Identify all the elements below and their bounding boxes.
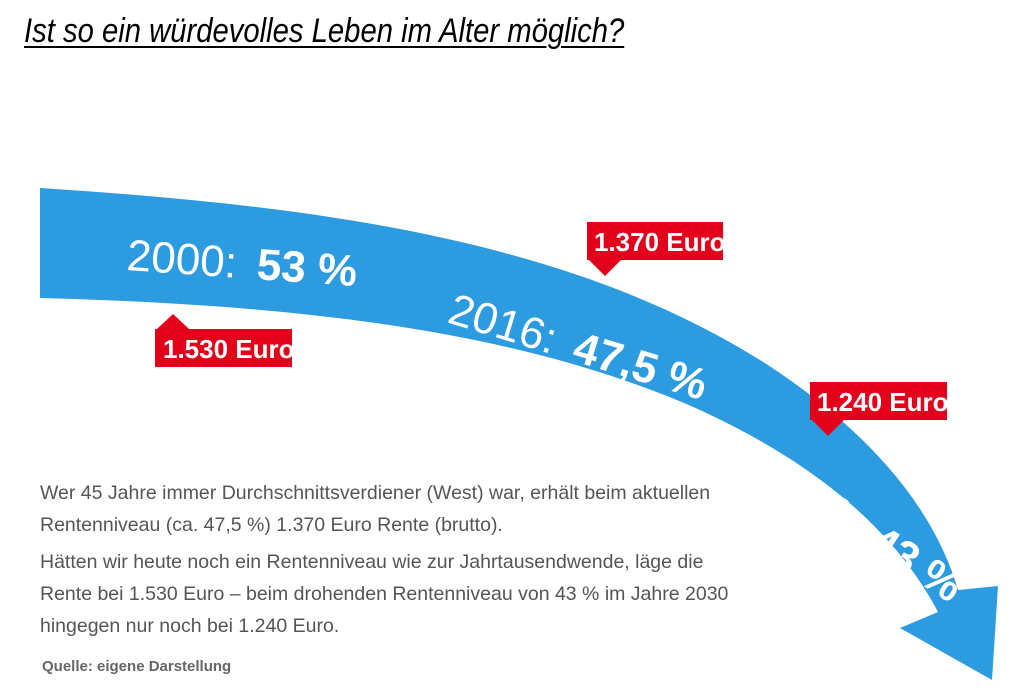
label-2000-value: 53 % [255, 240, 358, 296]
label-2000-year: 2000: [125, 231, 238, 288]
decline-arrow [40, 188, 998, 680]
tag-text: 1.530 Euro [163, 334, 295, 364]
tag-box [810, 382, 947, 420]
up-triangle-icon [157, 314, 189, 329]
paragraph-2: Hätten wir heute noch ein Rentenniveau w… [40, 551, 729, 637]
label-2000: 2000: 53 % [125, 231, 358, 296]
tag-box [587, 222, 723, 260]
page-title: Ist so ein würdevolles Leben im Alter mö… [24, 12, 625, 50]
tag-text: 1.240 Euro [817, 387, 949, 417]
source-note: Quelle: eigene Darstellung [42, 658, 232, 675]
tag-1370-euro: 1.370 Euro [587, 222, 726, 276]
paragraph-1: Wer 45 Jahre immer Durchschnittsverdiene… [40, 482, 711, 536]
tag-box [155, 329, 292, 367]
tag-text: 1.370 Euro [594, 227, 726, 257]
down-triangle-icon [589, 260, 621, 276]
tag-1240-euro: 1.240 Euro [810, 382, 949, 436]
tag-1530-euro: 1.530 Euro [155, 314, 295, 367]
down-triangle-icon [812, 420, 844, 436]
